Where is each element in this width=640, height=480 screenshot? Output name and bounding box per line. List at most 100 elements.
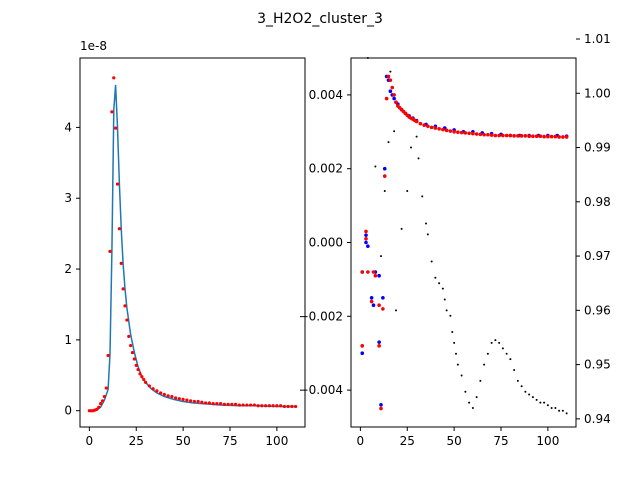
right-x-tick-label: 0 [357,434,365,448]
left-data-point [129,343,133,348]
right-black-data-point [425,222,427,225]
right-red-data-point [382,174,387,178]
left-panel: 1e-8 0 25 50 75 100 0 1 2 3 4 [64,39,306,448]
right-red-data-point [441,127,445,132]
right-x-tick-label: 25 [400,434,415,448]
right-black-data-point [387,141,390,144]
left-data-point [119,261,123,265]
right-red-data-point [504,133,509,138]
right-red-data-point [546,134,550,139]
left-x-tick-label: 50 [175,434,190,448]
left-data-point [110,110,114,114]
right-red-data-point [508,133,513,138]
right-black-data-point [449,314,452,317]
right-x-ticks: 0 25 50 75 100 [357,427,559,448]
left-data-point [249,403,253,407]
left-x-tick-label: 25 [129,434,144,448]
right-black-data-point [565,412,568,415]
right-red-data-point [386,74,391,79]
left-data-point [200,400,204,404]
right-red-data-point [478,132,483,137]
left-data-point [115,182,120,186]
right-red-data-point [542,134,546,139]
left-x-tick-label: 75 [222,434,237,448]
left-data-point [275,404,279,408]
right-red-data-point [474,132,479,136]
left-data-point [112,76,116,80]
left-data-point [207,401,211,405]
right-blue-data-point [371,303,376,308]
left-offset-text: 1e-8 [80,39,107,53]
right-y-tick-label: 0.002 [309,162,343,176]
left-data-point [159,391,163,395]
right-red-data-point [471,131,475,136]
right-red-data-point [448,129,453,133]
right-red-data-point [392,93,396,97]
right-red-data-point [360,270,365,274]
right-y2-tick-label: 1.01 [584,32,611,46]
right-y2-tick-label: 0.95 [584,358,611,372]
left-data [87,76,298,413]
right-blue-data-point [381,296,385,300]
right-black-data-point [546,404,549,407]
left-data-point [125,318,129,322]
right-y2-ticks: 0.94 0.95 0.96 0.97 0.98 0.99 1.00 1.01 [576,32,611,426]
left-data-point [185,398,189,402]
right-y-tick-label: 0.004 [309,88,343,102]
right-red-data-point [364,229,368,234]
right-red-data-point [549,134,554,139]
right-red-data-point [459,130,464,135]
right-red-data-point [564,135,569,139]
right-red-data-point [437,127,441,131]
left-data-point [282,404,286,409]
right-black-data-point [539,401,542,404]
left-data-point [104,386,108,390]
right-x-tick-label: 50 [446,434,461,448]
right-black-data-point [471,407,474,410]
right-black-data-point [494,339,497,342]
right-red-data-point [384,96,389,101]
right-black-data-point [456,363,459,366]
left-data-point [264,404,268,408]
right-black-data-point [475,396,478,399]
right-red-data-point [373,273,378,278]
right-blue-data-point [360,351,365,356]
right-black-data-point [501,347,504,350]
right-red-data-point [426,124,430,129]
left-data-point [237,403,241,407]
left-data-point [134,363,138,367]
left-x-tick-label: 100 [265,434,288,448]
right-black-data-point [543,401,546,404]
right-black-data-point [395,309,397,312]
right-black-data-point [453,341,456,344]
left-data-point [151,387,155,391]
left-data-point [192,399,196,404]
left-data-point [222,402,226,406]
left-data-point [279,404,283,408]
right-red-data-point [364,237,368,241]
right-red-data-point [360,344,365,348]
right-red-data-point [456,130,460,134]
left-series-line [89,84,296,412]
right-red-data-point [561,135,565,139]
right-red-data-point [501,133,505,138]
left-data-point [230,402,234,406]
right-red-data-point [493,133,498,138]
left-data-point [286,404,290,409]
left-data-point [245,403,249,407]
right-black-data-point [479,379,482,382]
left-data-point [106,353,110,358]
right-red-data-point [366,270,370,274]
left-data-point [99,402,103,406]
left-data-point [121,287,125,291]
right-red-data-point [553,134,558,139]
right-black-data-point [445,309,448,312]
right-black-data-point [374,165,377,168]
left-data-point [267,404,271,408]
right-red-data-point [519,134,524,138]
right-blue-data-point [364,233,368,237]
left-data-point [162,392,166,397]
right-black-data-point [490,341,493,344]
right-black-data-point [486,352,489,355]
